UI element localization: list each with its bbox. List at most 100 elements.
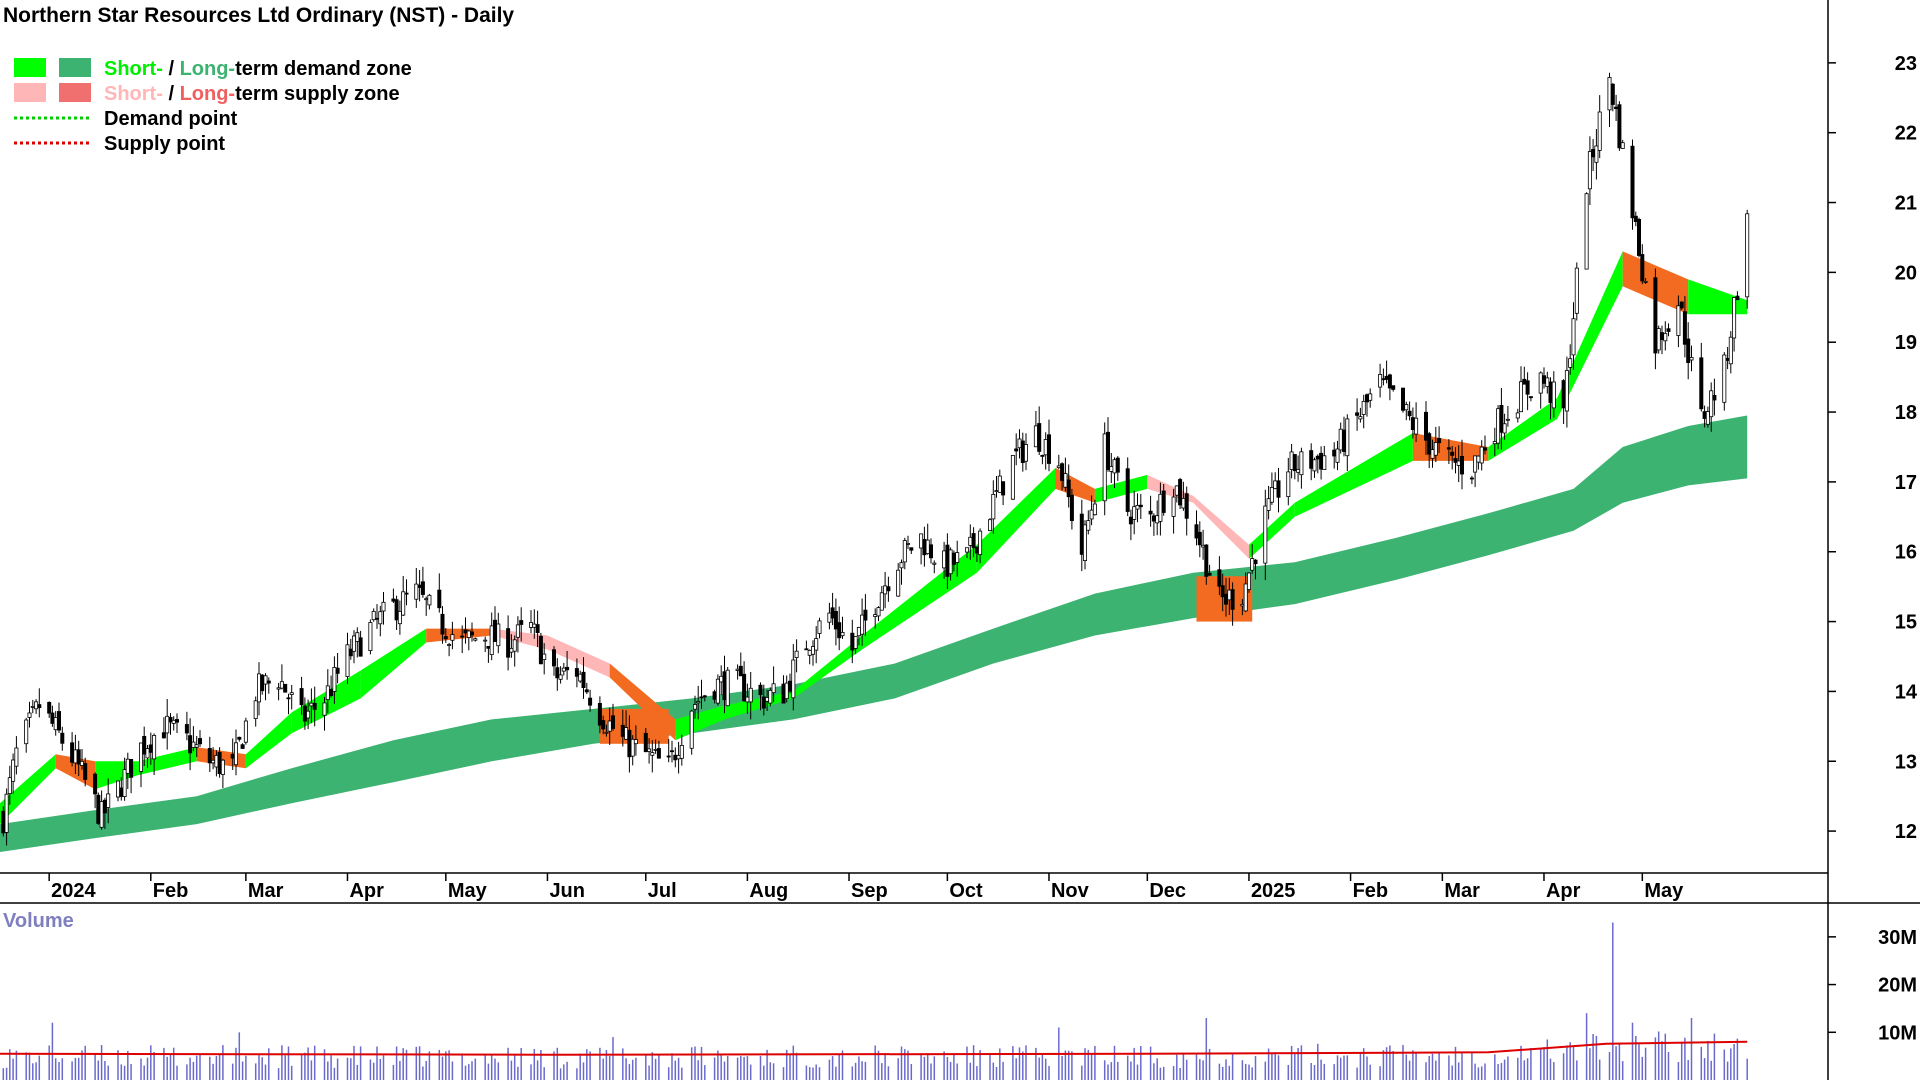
price-candle bbox=[279, 664, 284, 690]
price-candle bbox=[34, 699, 39, 714]
price-candle bbox=[791, 644, 796, 711]
price-candle bbox=[138, 742, 143, 788]
price-candle bbox=[1404, 401, 1409, 421]
price-candle bbox=[804, 640, 809, 651]
price-candle bbox=[561, 662, 566, 676]
price-candle bbox=[427, 594, 432, 610]
price-candle bbox=[1319, 446, 1324, 480]
time-tick-label: Feb bbox=[1353, 880, 1389, 902]
price-candle bbox=[1656, 325, 1661, 354]
price-candle bbox=[220, 758, 225, 789]
time-tick-label: Jun bbox=[549, 880, 585, 902]
price-candle bbox=[1024, 433, 1029, 471]
price-candle bbox=[748, 672, 753, 720]
price-candle bbox=[1043, 432, 1048, 470]
short-term-zone-segment bbox=[0, 754, 56, 825]
price-candle bbox=[670, 740, 675, 763]
price-candle bbox=[1728, 331, 1733, 374]
price-candle bbox=[171, 716, 176, 731]
price-candle bbox=[1335, 440, 1340, 471]
price-candle bbox=[997, 469, 1002, 493]
price-candle bbox=[1132, 490, 1137, 535]
price-candle bbox=[483, 636, 488, 653]
price-candle bbox=[1686, 322, 1691, 380]
short-term-zone-segment bbox=[793, 635, 863, 699]
price-candle bbox=[1473, 455, 1478, 488]
price-candle bbox=[788, 673, 793, 694]
time-tick-label: Nov bbox=[1051, 880, 1090, 902]
short-term-zone-segment bbox=[675, 705, 725, 741]
price-candle bbox=[693, 695, 698, 719]
legend-item: Short- / Long-term supply zone bbox=[14, 83, 400, 105]
price-candle bbox=[463, 617, 468, 644]
price-candle bbox=[27, 701, 32, 728]
price-candle bbox=[260, 674, 265, 695]
legend-label-part: Supply point bbox=[104, 133, 225, 155]
price-candle bbox=[1266, 485, 1271, 520]
price-candle bbox=[1502, 413, 1507, 440]
price-candle bbox=[1243, 572, 1248, 613]
short-term-zone-segment bbox=[1193, 495, 1249, 559]
price-candle bbox=[1453, 447, 1458, 474]
price-candle bbox=[1705, 406, 1710, 428]
price-candle bbox=[715, 674, 720, 706]
price-candle bbox=[817, 617, 822, 639]
legend-swatch-long bbox=[59, 83, 91, 102]
price-candle bbox=[1338, 422, 1343, 454]
price-candle bbox=[876, 606, 881, 622]
price-tick-label: 12 bbox=[1895, 821, 1917, 843]
legend-item: Short- / Long-term demand zone bbox=[14, 58, 412, 80]
price-candle bbox=[689, 709, 694, 755]
price-candle bbox=[1365, 393, 1370, 417]
time-tick-label: Oct bbox=[949, 880, 983, 902]
price-candle bbox=[253, 696, 258, 727]
price-candle bbox=[473, 637, 478, 642]
price-candle bbox=[807, 649, 812, 665]
price-candle bbox=[1584, 192, 1589, 270]
price-candle bbox=[1594, 129, 1599, 180]
price-candle bbox=[1561, 379, 1566, 424]
price-candle bbox=[1699, 342, 1704, 412]
legend-label-part: term demand zone bbox=[235, 58, 412, 80]
price-candle bbox=[53, 711, 58, 736]
short-term-zone-segment bbox=[491, 628, 548, 650]
price-candle bbox=[420, 566, 425, 598]
price-candle bbox=[853, 636, 858, 654]
price-candle bbox=[289, 685, 294, 710]
price-candle bbox=[96, 792, 101, 825]
price-candle bbox=[781, 675, 786, 704]
price-candle bbox=[1437, 426, 1442, 453]
short-term-zone-segment bbox=[1557, 251, 1623, 419]
price-candle bbox=[863, 594, 868, 637]
price-candle bbox=[1433, 426, 1438, 463]
price-candle bbox=[99, 790, 104, 830]
price-candle bbox=[1296, 455, 1301, 482]
price-candle bbox=[106, 778, 111, 824]
price-candle bbox=[374, 604, 379, 629]
price-candle bbox=[57, 702, 62, 733]
price-candle bbox=[345, 632, 350, 685]
price-candle bbox=[1633, 211, 1638, 227]
price-candle bbox=[60, 726, 65, 751]
price-candle bbox=[1499, 388, 1504, 450]
price-candle bbox=[1424, 401, 1429, 455]
price-candle bbox=[1542, 367, 1547, 389]
price-candle bbox=[633, 725, 638, 756]
price-candle bbox=[1653, 268, 1658, 370]
price-candle bbox=[1138, 494, 1143, 519]
price-candle bbox=[955, 540, 960, 577]
volume-tick-label: 20M bbox=[1878, 975, 1917, 997]
price-candle bbox=[1528, 396, 1533, 402]
price-candle bbox=[604, 724, 609, 737]
price-candle bbox=[1220, 573, 1225, 612]
price-candle bbox=[538, 632, 543, 665]
price-candle bbox=[1522, 366, 1527, 385]
price-candle bbox=[578, 670, 583, 683]
price-candle bbox=[1253, 559, 1258, 580]
legend-swatch-long bbox=[59, 58, 91, 77]
price-candle bbox=[1332, 442, 1337, 469]
price-candle bbox=[515, 616, 520, 653]
price-candle bbox=[1682, 295, 1687, 358]
price-candle bbox=[1066, 464, 1071, 508]
